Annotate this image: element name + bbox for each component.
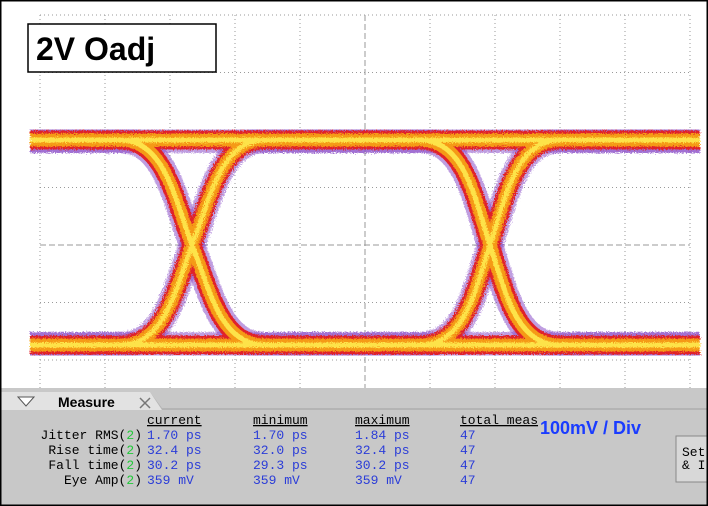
measure-value: 30.2 ps <box>147 458 202 473</box>
row-label: Eye Amp(2) <box>64 473 142 488</box>
channel-number: 2 <box>126 443 134 458</box>
title: 2V Oadj <box>36 31 155 67</box>
label-part: ) <box>134 458 142 473</box>
measure-value: 30.2 ps <box>355 458 410 473</box>
measure-value: 47 <box>460 428 476 443</box>
label-part: Rise time( <box>48 443 126 458</box>
measure-tab[interactable] <box>0 392 162 410</box>
row-label: Jitter RMS(2) <box>41 428 142 443</box>
scale-label: 100mV / Div <box>540 418 641 438</box>
measure-value: 359 mV <box>253 473 300 488</box>
measure-value: 32.4 ps <box>355 443 410 458</box>
column-header: minimum <box>253 413 308 428</box>
setup-button[interactable] <box>675 435 708 483</box>
column-header: maximum <box>355 413 410 428</box>
measure-value: 1.70 ps <box>253 428 308 443</box>
label-part: Jitter RMS( <box>41 428 127 443</box>
channel-number: 2 <box>126 458 134 473</box>
measure-value: 32.4 ps <box>147 443 202 458</box>
label-part: ) <box>134 428 142 443</box>
measure-value: 47 <box>460 443 476 458</box>
tab-label: Measure <box>58 394 115 410</box>
row-label: Fall time(2) <box>48 458 142 473</box>
eye-diagram <box>30 127 700 358</box>
label-part: ) <box>134 473 142 488</box>
column-header: total meas <box>460 413 538 428</box>
measure-value: 32.0 ps <box>253 443 308 458</box>
measure-value: 359 mV <box>147 473 194 488</box>
measure-value: 1.70 ps <box>147 428 202 443</box>
label-part: Fall time( <box>48 458 126 473</box>
close-tab[interactable] <box>139 397 151 409</box>
measure-value: 359 mV <box>355 473 402 488</box>
measure-value: 47 <box>460 458 476 473</box>
collapse-arrow[interactable] <box>16 396 36 407</box>
measure-table: current minimum maximum total meas Jitter RM… <box>41 413 706 488</box>
measure-value: 1.84 ps <box>355 428 410 443</box>
label-part: Eye Amp( <box>64 473 126 488</box>
column-header: current <box>147 413 202 428</box>
measure-value: 29.3 ps <box>253 458 308 473</box>
measure-value: 47 <box>460 473 476 488</box>
title-box <box>27 23 217 73</box>
channel-number: 2 <box>126 428 134 443</box>
channel-number: 2 <box>126 473 134 488</box>
label-part: ) <box>134 443 142 458</box>
button-label: & I <box>682 458 705 473</box>
row-label: Rise time(2) <box>48 443 142 458</box>
button-label: Set <box>682 445 705 460</box>
